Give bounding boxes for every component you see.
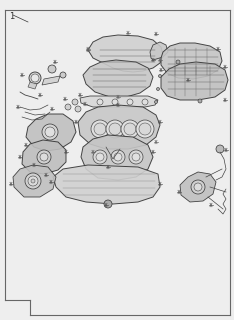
Circle shape (106, 120, 124, 138)
Polygon shape (42, 76, 60, 85)
Circle shape (112, 99, 118, 105)
Circle shape (94, 123, 106, 135)
Circle shape (216, 145, 224, 153)
Circle shape (132, 153, 140, 161)
Circle shape (109, 123, 121, 135)
Circle shape (127, 99, 133, 105)
Polygon shape (161, 62, 228, 100)
Circle shape (97, 99, 103, 105)
Circle shape (121, 120, 139, 138)
Circle shape (65, 104, 71, 110)
Circle shape (25, 173, 41, 189)
Circle shape (157, 87, 160, 91)
Circle shape (29, 72, 41, 84)
Circle shape (111, 150, 125, 164)
Circle shape (72, 99, 78, 105)
Circle shape (75, 106, 81, 112)
Circle shape (176, 60, 180, 64)
Circle shape (129, 150, 143, 164)
Circle shape (28, 176, 38, 186)
Polygon shape (53, 165, 160, 204)
Polygon shape (180, 172, 216, 202)
Circle shape (194, 183, 202, 191)
Circle shape (191, 180, 205, 194)
Circle shape (142, 99, 148, 105)
Polygon shape (80, 96, 158, 107)
Polygon shape (13, 165, 56, 197)
Circle shape (158, 75, 161, 77)
Circle shape (40, 153, 48, 161)
Circle shape (45, 127, 55, 137)
Circle shape (37, 150, 51, 164)
Circle shape (42, 124, 58, 140)
Polygon shape (28, 82, 37, 89)
Circle shape (31, 74, 39, 82)
Circle shape (31, 179, 35, 183)
Circle shape (91, 120, 109, 138)
Circle shape (104, 200, 112, 208)
Circle shape (114, 153, 122, 161)
Circle shape (198, 99, 202, 103)
Circle shape (139, 123, 151, 135)
Polygon shape (81, 135, 153, 180)
Polygon shape (78, 105, 160, 149)
Polygon shape (26, 114, 76, 151)
Circle shape (93, 150, 107, 164)
Circle shape (136, 120, 154, 138)
Circle shape (124, 123, 136, 135)
Polygon shape (150, 42, 168, 60)
Circle shape (96, 153, 104, 161)
Text: 1: 1 (9, 12, 14, 21)
Polygon shape (22, 140, 66, 174)
Circle shape (60, 72, 66, 78)
Circle shape (154, 100, 157, 103)
Polygon shape (161, 43, 222, 79)
Polygon shape (88, 35, 163, 72)
Circle shape (48, 65, 56, 73)
Polygon shape (83, 60, 153, 97)
